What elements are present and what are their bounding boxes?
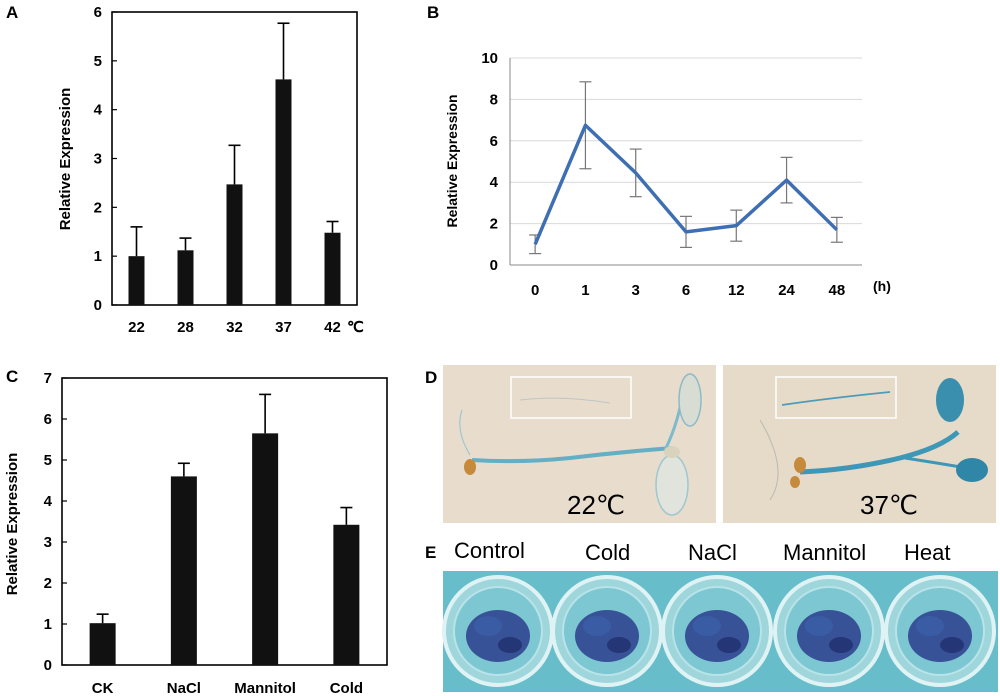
photo-label-37: 37℃ bbox=[860, 490, 918, 520]
chart-a: 0 1 2 3 4 5 6 22 28 32 37 42 Relative Expression ℃ bbox=[57, 4, 364, 336]
y-tick-label: 8 bbox=[490, 91, 498, 108]
bar bbox=[89, 623, 116, 665]
seedling-tissue bbox=[474, 616, 502, 636]
seedling-tissue bbox=[693, 616, 721, 636]
x-tick-label: 1 bbox=[581, 282, 589, 299]
x-tick-label: 28 bbox=[177, 319, 194, 336]
bar bbox=[275, 79, 292, 305]
bar bbox=[226, 184, 243, 305]
y-tick-label: 4 bbox=[44, 493, 53, 510]
bar bbox=[333, 524, 360, 665]
y-tick-label: 1 bbox=[44, 616, 52, 633]
x-tick-label: 6 bbox=[682, 282, 690, 299]
x-tick-label: 24 bbox=[778, 282, 795, 299]
series-line bbox=[533, 123, 839, 245]
seedling-tissue bbox=[797, 610, 861, 662]
y-tick-label: 0 bbox=[94, 297, 102, 314]
seedling-tissue bbox=[498, 637, 522, 653]
panel-label-d: D bbox=[425, 368, 437, 387]
x-tick-label: 37 bbox=[275, 319, 292, 336]
seedling-photo-22: 22℃ bbox=[443, 365, 716, 523]
seedling-photo-37: 37℃ bbox=[723, 365, 996, 523]
bar bbox=[177, 250, 194, 305]
y-tick-label: 2 bbox=[94, 199, 102, 216]
seedling-tissue bbox=[916, 616, 944, 636]
chart-b-unit-label: (h) bbox=[873, 278, 891, 294]
y-tick-label: 2 bbox=[44, 575, 52, 592]
chart-a-y-axis-label: Relative Expression bbox=[57, 88, 74, 231]
y-tick-label: 5 bbox=[94, 53, 102, 70]
x-tick-label: 3 bbox=[632, 282, 640, 299]
chart-c: 0 1 2 3 4 5 6 7 CK NaCl Mannitol Cold Relative Expr… bbox=[4, 370, 388, 696]
plate-label-mannitol: Mannitol bbox=[783, 540, 866, 565]
plate-label-nacl: NaCl bbox=[688, 540, 737, 565]
seedling-tissue bbox=[829, 637, 853, 653]
seedling-tissue bbox=[805, 616, 833, 636]
bar bbox=[170, 476, 197, 665]
seedling-tissue bbox=[940, 637, 964, 653]
bar bbox=[324, 232, 341, 305]
seedling-tissue bbox=[685, 610, 749, 662]
x-tick-label: NaCl bbox=[167, 680, 201, 696]
panel-d-photos: 22℃ 37℃ bbox=[443, 365, 996, 523]
x-tick-label: CK bbox=[92, 680, 114, 696]
x-tick-label: 0 bbox=[531, 282, 539, 299]
chart-c-frame bbox=[61, 377, 388, 666]
hypocotyl-stem bbox=[471, 446, 674, 464]
bar bbox=[128, 256, 145, 305]
seedling-tissue bbox=[607, 637, 631, 653]
panel-label-a: A bbox=[6, 3, 18, 22]
y-tick-label: 6 bbox=[44, 411, 52, 428]
panel-label-e: E bbox=[425, 543, 436, 562]
panel-e-plate: Control Cold NaCl Mannitol Heat bbox=[442, 538, 998, 692]
seedling-tissue bbox=[583, 616, 611, 636]
y-tick-label: 5 bbox=[44, 452, 52, 469]
chart-b-y-axis-label: Relative Expression bbox=[444, 94, 460, 227]
bar bbox=[252, 433, 279, 665]
y-tick-label: 7 bbox=[44, 370, 52, 387]
y-tick-label: 6 bbox=[490, 133, 498, 150]
y-tick-label: 3 bbox=[94, 151, 102, 168]
x-tick-label: Mannitol bbox=[234, 680, 296, 696]
seedling-tissue bbox=[717, 637, 741, 653]
hypocotyl-stem-37 bbox=[799, 430, 960, 475]
x-tick-label: 12 bbox=[728, 282, 745, 299]
photo-label-22: 22℃ bbox=[567, 490, 625, 520]
plate-label-heat: Heat bbox=[904, 540, 950, 565]
chart-c-y-axis-label: Relative Expression bbox=[4, 453, 21, 596]
y-tick-label: 0 bbox=[490, 257, 498, 274]
plate-label-cold: Cold bbox=[585, 540, 630, 565]
y-tick-label: 2 bbox=[490, 216, 498, 233]
panel-label-b: B bbox=[427, 3, 439, 22]
x-tick-label: Cold bbox=[330, 680, 363, 696]
x-tick-label: 42 bbox=[324, 319, 341, 336]
y-tick-label: 0 bbox=[44, 657, 52, 674]
x-tick-label: 22 bbox=[128, 319, 145, 336]
x-tick-label: 32 bbox=[226, 319, 243, 336]
seedling-tissue bbox=[575, 610, 639, 662]
y-tick-label: 3 bbox=[44, 534, 52, 551]
y-tick-label: 6 bbox=[94, 4, 102, 21]
y-tick-label: 4 bbox=[490, 174, 499, 191]
plate-label-control: Control bbox=[454, 538, 525, 563]
y-tick-label: 4 bbox=[94, 102, 103, 119]
x-tick-label: 48 bbox=[829, 282, 846, 299]
seedling-tissue bbox=[466, 610, 530, 662]
chart-a-unit-label: ℃ bbox=[347, 319, 364, 336]
seedling-tissue bbox=[908, 610, 972, 662]
y-tick-label: 10 bbox=[481, 50, 498, 67]
y-tick-label: 1 bbox=[94, 248, 102, 265]
panel-label-c: C bbox=[6, 367, 18, 386]
